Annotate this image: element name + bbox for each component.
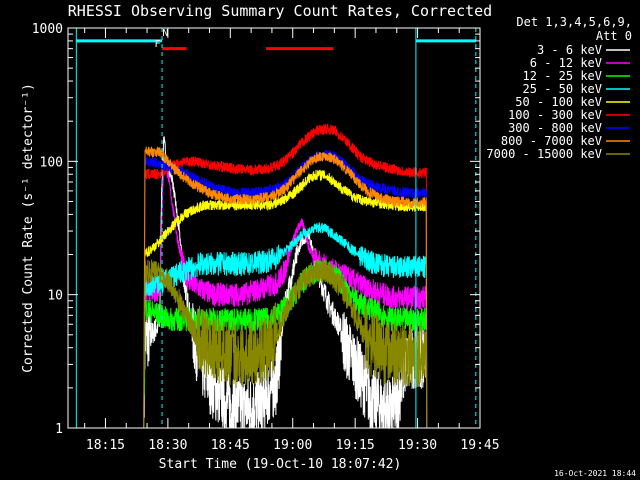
legend-label: 12 - 25 keV <box>523 69 602 83</box>
legend-header-line-2: Att 0 <box>596 29 632 43</box>
legend-label: 100 - 300 keV <box>508 108 602 122</box>
series-line-8 <box>143 259 428 429</box>
x-tick-label: 18:15 <box>86 438 125 453</box>
annotation-n: N <box>162 28 168 39</box>
x-tick-label: 19:45 <box>460 438 499 453</box>
y-tick-label: 10 <box>47 289 63 304</box>
annotation-f: F <box>154 39 160 50</box>
y-axis-label: Corrected Count Rate (s⁻¹ detector⁻¹) <box>21 83 36 373</box>
x-tick-label: 18:45 <box>211 438 250 453</box>
legend-label: 300 - 800 keV <box>508 121 602 135</box>
y-tick-label: 1 <box>55 422 63 437</box>
series-line-3 <box>143 222 428 429</box>
x-tick-label: 19:00 <box>273 438 312 453</box>
plot-frame <box>67 27 481 429</box>
legend-label: 6 - 12 keV <box>530 56 602 70</box>
legend-label: 25 - 50 keV <box>523 82 602 96</box>
legend-label: 800 - 7000 keV <box>501 134 602 148</box>
series-line-5 <box>143 123 428 429</box>
x-tick-label: 19:15 <box>336 438 375 453</box>
footer-timestamp: 16-Oct-2021 18:44 <box>554 469 636 478</box>
series-line-2 <box>143 259 428 429</box>
plot-layer: FN 1 10 100 1000 18:15 18:30 18:45 19:00 19:15 19:… <box>32 22 630 453</box>
series-line-7 <box>143 146 428 429</box>
legend-label: 3 - 6 keV <box>537 43 602 57</box>
x-tick-label: 18:30 <box>148 438 187 453</box>
x-axis-label: Start Time (19-Oct-10 18:07:42) <box>159 457 402 472</box>
series-line-6 <box>143 149 428 429</box>
chart-title: RHESSI Observing Summary Count Rates, Co… <box>68 2 492 20</box>
y-tick-label: 1000 <box>32 22 63 37</box>
legend-label: 7000 - 15000 keV <box>486 147 602 161</box>
legend-label: 50 - 100 keV <box>515 95 602 109</box>
y-tick-label: 100 <box>40 155 63 170</box>
series-line-4 <box>143 169 428 429</box>
legend-header-line-1: Det 1,3,4,5,6,9, <box>516 15 632 29</box>
x-tick-label: 19:30 <box>398 438 437 453</box>
